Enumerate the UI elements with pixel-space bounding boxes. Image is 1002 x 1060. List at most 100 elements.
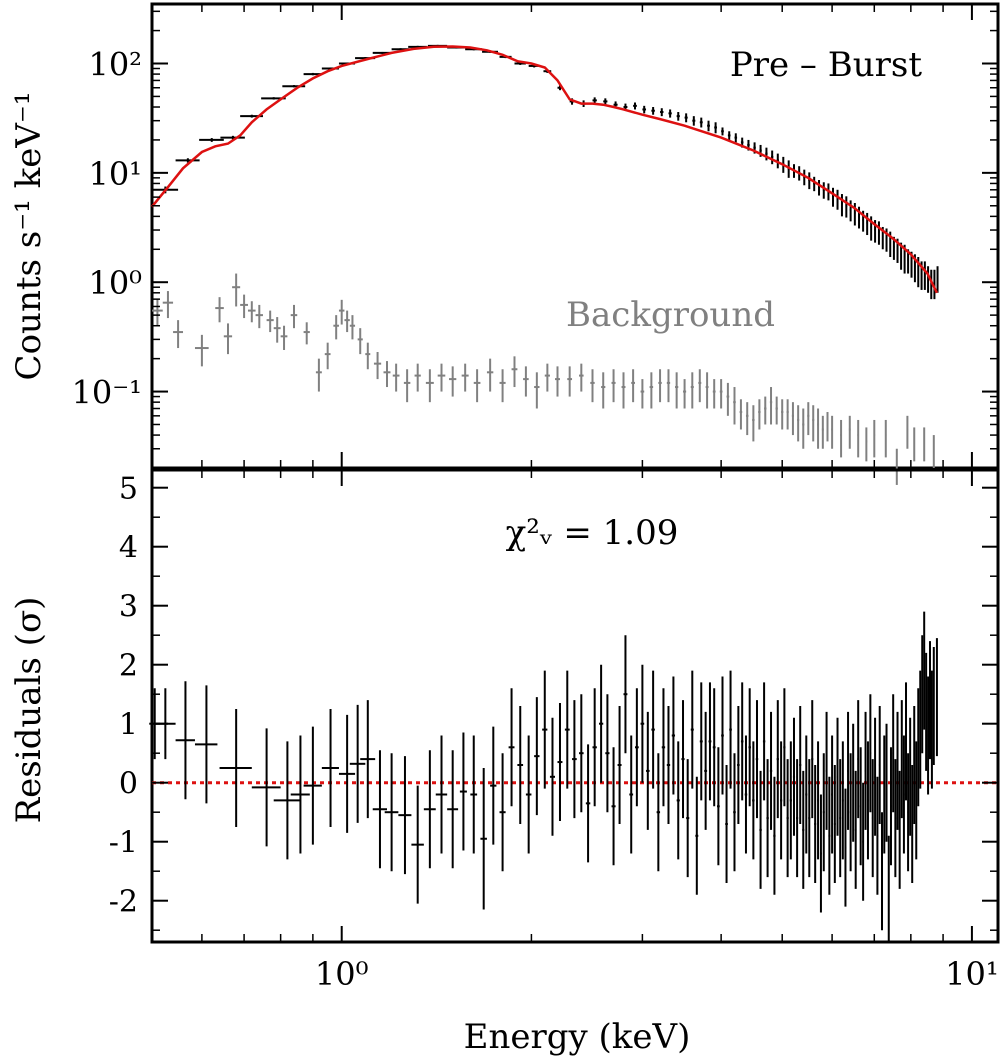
residual-point	[617, 706, 622, 824]
background-point	[791, 402, 794, 436]
background-point	[865, 427, 868, 462]
residual-point	[686, 759, 690, 878]
residual-point	[721, 676, 724, 795]
residual-point	[640, 664, 645, 783]
residual-point	[572, 700, 577, 819]
residual-point	[712, 688, 716, 807]
x-tick-label: 10⁰	[315, 955, 369, 993]
residual-point	[892, 694, 895, 813]
residuals-y-tick-label: 3	[119, 590, 138, 625]
residuals-y-tick-label: 1	[119, 708, 138, 743]
residuals-y-tick-label: 5	[119, 472, 138, 507]
residual-point	[839, 759, 842, 878]
source-point	[927, 266, 930, 293]
source-point	[676, 112, 680, 121]
background-point	[698, 369, 702, 403]
residual-point	[836, 717, 839, 836]
residual-point	[874, 717, 877, 836]
residual-point	[854, 770, 857, 889]
background-point	[590, 369, 595, 403]
source-point	[818, 180, 821, 196]
residual-point	[792, 717, 796, 836]
source-point	[813, 176, 816, 192]
background-point	[437, 363, 446, 392]
background-point	[232, 273, 241, 307]
residual-point	[661, 688, 666, 807]
source-point	[592, 97, 597, 104]
background-point	[666, 369, 671, 403]
residual-point	[671, 676, 676, 795]
background-point	[611, 369, 616, 403]
residual-point	[579, 694, 584, 813]
source-point	[866, 212, 869, 236]
background-point	[383, 361, 391, 388]
background-point	[324, 342, 331, 370]
source-point	[603, 98, 608, 105]
background-point	[913, 427, 916, 462]
background-point	[486, 358, 494, 392]
background-point	[523, 366, 529, 397]
background-point	[152, 299, 163, 326]
residual-point	[251, 728, 281, 847]
residual-point	[776, 700, 779, 819]
residual-point	[534, 697, 540, 816]
source-point	[936, 266, 939, 293]
residual-point	[564, 670, 570, 789]
residual-point	[321, 708, 339, 827]
background-point	[555, 366, 560, 397]
residual-point	[737, 706, 740, 824]
residual-point	[887, 835, 890, 942]
residual-point	[917, 688, 920, 807]
residual-point	[930, 670, 933, 789]
residual-point	[831, 735, 834, 854]
residuals-y-axis-label: Residuals (σ)	[9, 597, 49, 824]
source-point	[303, 72, 322, 76]
residual-point	[852, 723, 855, 842]
residual-point	[704, 711, 708, 830]
background-label: Background	[566, 295, 775, 335]
background-point	[649, 372, 654, 409]
residual-point	[273, 741, 301, 860]
source-point	[668, 109, 672, 118]
residual-point	[372, 750, 388, 869]
residual-point	[825, 711, 828, 830]
background-point	[752, 405, 755, 442]
background-point	[932, 435, 935, 468]
background-point	[173, 320, 184, 349]
residual-point	[919, 670, 922, 789]
residual-point	[928, 641, 931, 760]
residual-point	[611, 747, 616, 866]
source-point	[832, 187, 835, 207]
residual-point	[676, 741, 680, 860]
source-point	[933, 269, 936, 300]
background-point	[797, 405, 800, 442]
source-point	[692, 116, 696, 126]
residual-point	[303, 726, 322, 845]
source-point	[660, 108, 664, 117]
background-point	[764, 396, 767, 425]
background-point	[461, 363, 469, 392]
residual-point	[360, 700, 376, 819]
source-point	[877, 221, 880, 245]
source-point	[836, 189, 839, 210]
residual-point	[780, 741, 783, 860]
background-point	[534, 372, 540, 409]
source-point	[765, 147, 768, 161]
background-point	[712, 379, 716, 409]
residual-point	[338, 714, 356, 833]
residual-point	[435, 735, 448, 854]
residual-point	[592, 688, 597, 807]
residual-point	[459, 732, 467, 851]
residual-point	[847, 711, 850, 830]
residual-point	[623, 635, 628, 754]
residual-point	[349, 704, 366, 823]
residual-point	[935, 638, 938, 757]
residual-point	[932, 647, 935, 765]
residual-point	[896, 711, 899, 830]
background-point	[333, 315, 339, 340]
source-point	[727, 131, 731, 140]
background-point	[223, 323, 233, 355]
residual-point	[517, 706, 524, 824]
residuals-panel: Residuals (σ) Energy (keV) χ²ᵥ = 1.09 5 4…	[9, 468, 1000, 1057]
